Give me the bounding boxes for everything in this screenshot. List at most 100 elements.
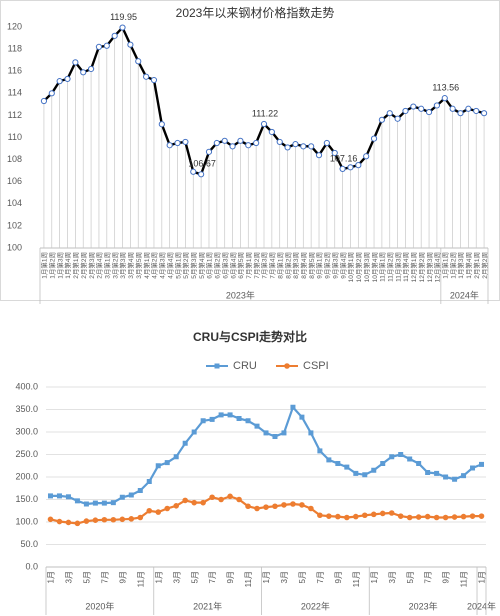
marker [441,95,448,102]
marker [299,414,305,420]
marker [380,461,386,466]
marker [317,512,323,519]
x-tick-label: 7月第4周 [268,252,277,279]
marker [344,464,350,470]
x-tick-label: 10月第4周 [370,252,379,282]
x-tick-label: 8月第3周 [291,252,300,279]
marker [398,452,404,457]
x-tick-label: 1月第4周 [464,252,473,279]
marker [416,461,422,466]
marker [72,59,79,66]
x-tick-label: 7月第1周 [244,252,253,279]
marker [344,514,350,521]
marker [111,32,118,39]
marker [263,430,269,436]
marker [135,58,142,65]
marker [281,430,287,436]
marker [221,137,228,144]
x-tick-label: 5月 [298,571,307,583]
marker [227,412,233,418]
marker [205,148,213,155]
x-tick-label: 6月第2周 [213,252,222,279]
x-tick-label: 7月第2周 [252,252,261,279]
x-tick-label: 5月 [406,571,415,583]
x-tick-label: 8月第5周 [307,252,316,279]
x-tick-label: 4月第3周 [158,252,167,279]
marker [87,65,95,73]
marker [137,514,144,521]
marker [137,488,143,493]
y-tick-label: 104 [7,198,22,208]
marker [166,142,173,149]
marker [237,137,244,144]
x-tick-label: 11月 [352,571,361,587]
marker [397,513,404,519]
y-tick-label: 112 [8,110,22,120]
x-tick-label: 5月 [190,571,199,583]
x-tick-label: 3月 [172,571,181,583]
x-tick-label: 3月 [65,571,74,583]
data-label: 111.22 [252,108,278,118]
marker [323,139,330,147]
marker [254,505,260,512]
marker [200,499,206,506]
marker [110,500,116,506]
legend-label: CSPI [303,360,329,372]
x-tick-label: 1月第3周 [456,252,465,279]
marker [245,418,251,424]
marker [378,116,385,123]
marker [119,516,126,523]
marker [452,476,458,482]
marker [479,461,485,467]
data-label: 113.56 [432,83,459,93]
marker [150,76,158,84]
x-tick-label: 12月第3周 [425,252,434,282]
marker [128,492,134,498]
marker [263,504,269,510]
marker [308,430,314,436]
marker [290,501,296,507]
x-tick-label: 4月第4周 [165,252,174,279]
marker [415,514,422,520]
marker [119,494,125,500]
marker [146,507,153,514]
marker [164,460,170,466]
y-tick-label: 110 [8,132,22,142]
x-tick-label: 8月第1周 [275,252,284,279]
marker [425,470,431,475]
marker [83,518,90,524]
marker [209,494,215,501]
y-tick-label: 120 [7,21,22,31]
marker [370,511,377,518]
marker [418,105,425,112]
marker [103,42,110,49]
x-tick-label: 1月 [478,571,487,583]
marker [95,43,103,50]
marker [213,139,220,147]
marker [315,152,323,159]
marker [379,510,386,517]
x-tick-label: 5月第2周 [181,252,190,279]
marker [460,513,467,520]
marker [394,115,401,122]
group-label: 2024年 [450,289,479,300]
marker [480,110,488,117]
x-tick-label: 3月第1周 [103,252,112,279]
y-tick-label: 116 [8,66,22,76]
x-tick-label: 6月第1周 [205,252,214,279]
x-tick-label: 9月 [442,571,451,583]
marker [200,418,206,424]
marker [146,479,152,484]
data-label: 106.67 [188,159,216,169]
legend-label: CRU [233,360,257,372]
x-tick-label: 6月第3周 [220,252,229,279]
y-tick-label: 100.0 [15,516,38,526]
y-tick-label: 400.0 [15,381,38,391]
group-label: 2023年 [226,289,255,300]
marker [227,493,233,500]
x-tick-label: 2月第1周 [71,252,80,279]
y-tick-label: 114 [8,88,22,98]
marker [182,497,188,504]
x-tick-label: 5月 [83,571,92,583]
x-tick-label: 5月第4周 [197,252,206,279]
